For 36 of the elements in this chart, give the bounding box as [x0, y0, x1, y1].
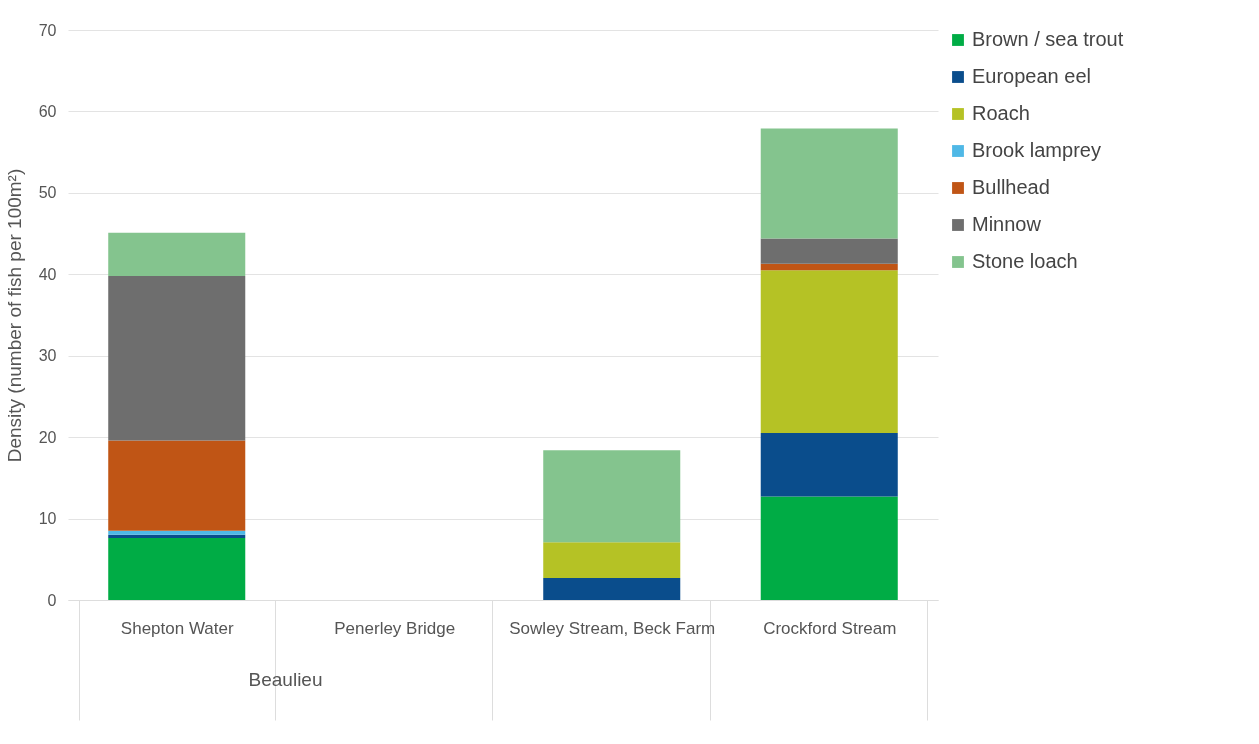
bar: [108, 440, 246, 531]
bar: [108, 232, 246, 276]
legend-label: Minnow: [972, 213, 1042, 235]
legend-label: Brook lamprey: [972, 139, 1101, 161]
bar: [760, 270, 898, 434]
y-axis-title: Density (number of fish per 100m²): [3, 168, 25, 463]
y-tick-label: 60: [38, 102, 57, 120]
bar: [108, 275, 246, 441]
y-tick-label: 50: [38, 184, 57, 202]
legend-label: European eel: [972, 65, 1091, 87]
legend-label: Brown / sea trout: [972, 28, 1124, 50]
y-tick-label: 40: [38, 265, 57, 283]
x-tick-label: Crockford Stream: [763, 618, 897, 638]
bar: [543, 450, 681, 543]
text: Beaulieu: [248, 669, 323, 690]
y-tick-label: 70: [38, 21, 57, 39]
x-tick-label: Penerley Bridge: [334, 618, 456, 638]
bar: [760, 238, 898, 264]
bar: [108, 538, 246, 600]
x-tick-label: Shepton Water: [120, 618, 234, 638]
legend-label: Roach: [972, 102, 1030, 124]
y-tick-label: 20: [38, 428, 57, 446]
bar: [760, 263, 898, 271]
bar: [108, 530, 246, 535]
x-tick-label: Sowley Stream, Beck Farm: [509, 618, 716, 638]
y-tick-label: 30: [38, 347, 57, 365]
y-tick-label: 0: [47, 591, 57, 609]
bar: [543, 578, 681, 600]
bar: [543, 542, 681, 579]
bar: [760, 128, 898, 239]
legend-label: Stone loach: [972, 250, 1078, 272]
legend-label: Bullhead: [972, 176, 1050, 198]
bar: [760, 496, 898, 600]
bar: [108, 534, 246, 539]
bar: [760, 433, 898, 497]
y-tick-label: 10: [38, 510, 57, 528]
